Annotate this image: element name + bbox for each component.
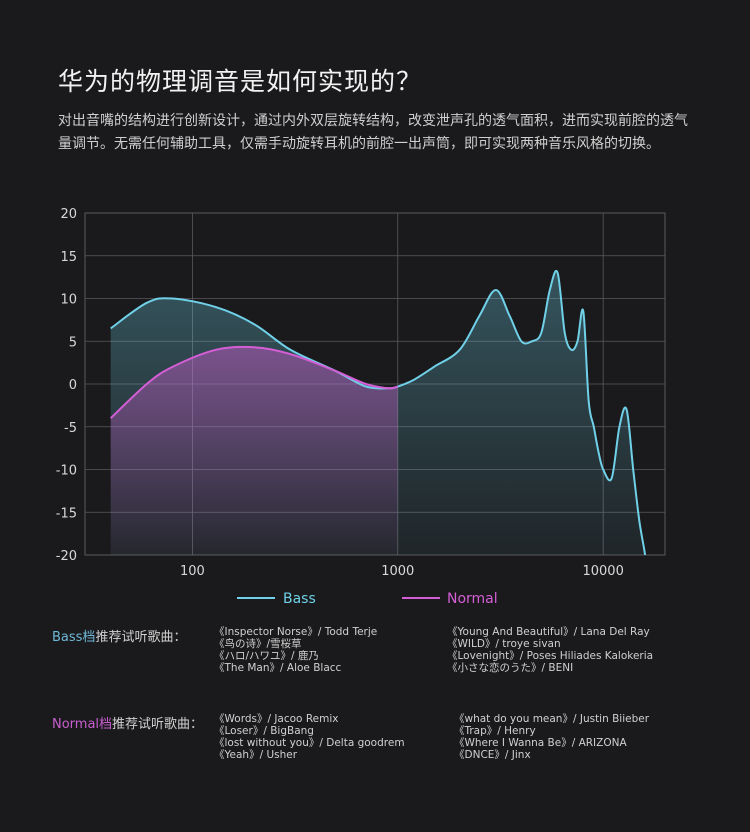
- normal-series-line: [110, 345, 399, 419]
- page-title: 华为的物理调音是如何实现的？: [58, 67, 423, 96]
- song-item: 《Trap》/ Henry: [454, 725, 536, 737]
- normal-songs-right: 《what do you mean》/ Justin Biieber 《Trap…: [454, 713, 649, 761]
- bass-songs-label: Bass档推荐试听歌曲：: [52, 626, 186, 645]
- legend-normal-label: Normal: [447, 591, 498, 607]
- bass-songs-heading: 推荐试听歌曲：: [95, 630, 187, 645]
- normal-songs-heading: 推荐试听歌曲：: [112, 717, 204, 732]
- song-item: 《Where I Wanna Be》/ ARIZONA: [454, 737, 627, 749]
- legend-bass-label: Bass: [283, 591, 316, 607]
- y-tick-label: -10: [56, 464, 77, 479]
- song-item: 《what do you mean》/ Justin Biieber: [454, 713, 650, 725]
- y-tick-label: 15: [60, 250, 77, 265]
- song-item: 《Words》/ Jacoo Remix: [214, 713, 339, 725]
- bass-songs: Bass档推荐试听歌曲： 《Inspector Norse》/ Todd Ter…: [52, 626, 702, 686]
- x-tick-label: 100: [180, 564, 205, 579]
- bass-songs-left: 《Inspector Norse》/ Todd Terje 《鸟の诗》/雪桜草 …: [214, 626, 377, 674]
- x-tick-label: 1000: [381, 564, 414, 579]
- song-item: 《The Man》/ Aloe Blacc: [214, 662, 342, 674]
- song-item: 《DNCE》/ Jinx: [454, 749, 531, 761]
- song-item: 《鸟の诗》/雪桜草: [214, 638, 302, 650]
- series-areas: [110, 271, 661, 555]
- normal-songs-left: 《Words》/ Jacoo Remix 《Loser》/ BigBang 《l…: [214, 713, 405, 761]
- normal-songs-label: Normal档推荐试听歌曲：: [52, 713, 203, 732]
- bass-mode-tag: Bass档: [52, 630, 96, 645]
- bass-songs-right: 《Young And Beautiful》/ Lana Del Ray 《WIL…: [447, 626, 653, 674]
- series-lines: [110, 270, 647, 555]
- y-tick-label: 5: [69, 335, 77, 350]
- y-tick-label: -5: [64, 421, 77, 436]
- intro-paragraph: 对出音嘴的结构进行创新设计，通过内外双层旋转结构，改变泄声孔的透气面积，进而实现…: [58, 113, 688, 152]
- song-item: 《小さな恋のうた》/ BENI: [447, 662, 574, 674]
- song-item: 《ハロ/ハワユ》/ 鹿乃: [214, 650, 319, 662]
- normal-series-area: [110, 346, 398, 555]
- song-item: 《Yeah》/ Usher: [214, 749, 298, 761]
- song-item: 《lost without you》/ Delta goodrem: [214, 737, 405, 749]
- legend: Bass Normal: [237, 591, 498, 607]
- y-tick-label: -15: [56, 506, 77, 521]
- song-item: 《Loser》/ BigBang: [214, 725, 314, 737]
- song-item: 《WILD》/ troye sivan: [447, 638, 561, 650]
- tick-labels: 20 15 10 5 0 -5 -10 -15 -20 100 1000 10000: [56, 207, 624, 579]
- song-item: 《Inspector Norse》/ Todd Terje: [214, 626, 378, 638]
- y-tick-label: 0: [69, 378, 77, 393]
- normal-songs: Normal档推荐试听歌曲： 《Words》/ Jacoo Remix 《Los…: [52, 713, 702, 773]
- song-item: 《Lovenight》/ Poses Hiliades Kalokeria: [447, 650, 654, 662]
- frequency-response-chart: 20 15 10 5 0 -5 -10 -15 -20 100 1000 10000 Bass Norm…: [56, 207, 666, 607]
- normal-mode-tag: Normal档: [52, 717, 113, 732]
- x-tick-label: 10000: [582, 564, 623, 579]
- song-item: 《Young And Beautiful》/ Lana Del Ray: [447, 626, 650, 638]
- y-tick-label: -20: [56, 549, 77, 564]
- y-tick-label: 10: [60, 293, 77, 308]
- y-tick-label: 20: [60, 207, 77, 222]
